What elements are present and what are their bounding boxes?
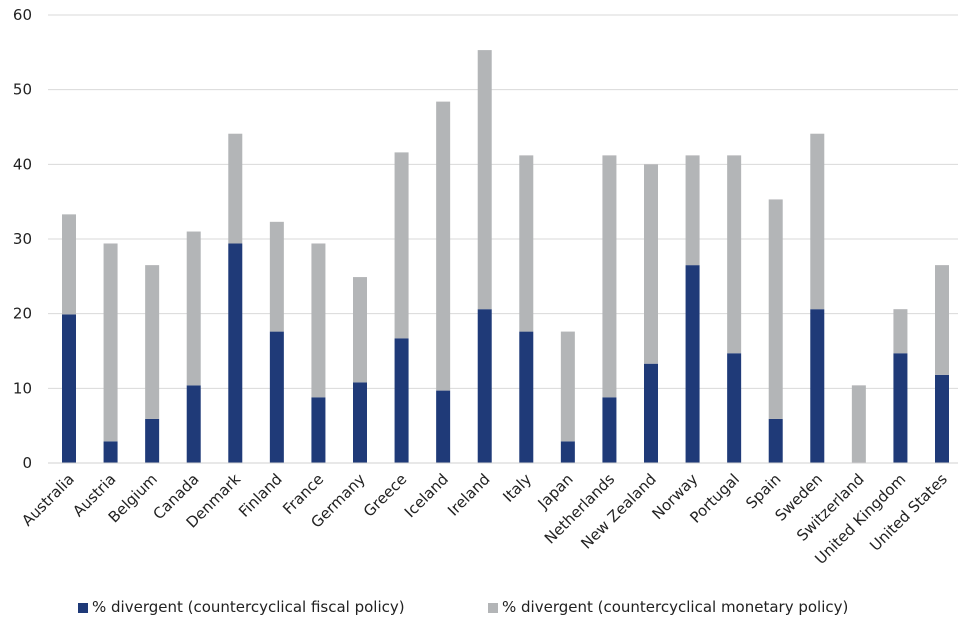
bar-monetary — [477, 50, 492, 310]
bar-fiscal — [62, 314, 76, 463]
bar-monetary — [186, 231, 201, 386]
bar-monetary — [893, 309, 908, 354]
bar-fiscal — [519, 331, 534, 463]
bar-fiscal — [810, 309, 825, 463]
y-axis-ticks: 0 10 20 30 40 50 60 — [13, 6, 32, 472]
legend-swatch-monetary — [488, 603, 498, 613]
bar-fiscal — [228, 243, 243, 463]
bar-monetary — [62, 214, 76, 315]
y-tick-label: 20 — [13, 305, 32, 323]
bar-monetary — [644, 164, 658, 364]
x-tick-label: Australia — [18, 470, 78, 530]
x-tick-label: Ireland — [444, 470, 493, 519]
bar-monetary — [519, 155, 534, 332]
bar-monetary — [685, 155, 700, 266]
y-tick-label: 0 — [22, 454, 32, 472]
bar-fiscal — [311, 397, 326, 463]
legend-label-monetary: % divergent (countercyclical monetary po… — [502, 598, 848, 616]
x-axis-ticks: AustraliaAustriaBelgiumCanadaDenmarkFinl… — [18, 470, 951, 568]
legend-swatch-fiscal — [78, 603, 88, 613]
bar-fiscal — [269, 331, 284, 463]
bar-fiscal — [727, 353, 742, 463]
y-tick-label: 10 — [13, 379, 32, 397]
bar-fiscal — [186, 385, 201, 463]
bar-fiscal — [602, 397, 617, 463]
bar-monetary — [935, 265, 949, 375]
bar-fiscal — [394, 338, 409, 463]
bar-monetary — [851, 385, 866, 463]
legend: % divergent (countercyclical fiscal poli… — [78, 598, 848, 616]
y-tick-label: 30 — [13, 230, 32, 248]
bar-monetary — [269, 221, 284, 332]
bar-fiscal — [644, 363, 658, 463]
bar-fiscal — [477, 309, 492, 463]
bar-monetary — [311, 243, 326, 398]
bar-fiscal — [560, 441, 575, 463]
bar-monetary — [810, 133, 825, 310]
bar-fiscal — [103, 441, 118, 463]
bar-fiscal — [935, 374, 949, 463]
legend-item-fiscal: % divergent (countercyclical fiscal poli… — [78, 598, 405, 616]
bar-monetary — [145, 265, 160, 419]
bar-fiscal — [685, 265, 700, 463]
bar-fiscal — [768, 418, 783, 463]
bar-fiscal — [353, 382, 367, 463]
y-tick-label: 40 — [13, 155, 32, 173]
legend-item-monetary: % divergent (countercyclical monetary po… — [488, 598, 848, 616]
bar-monetary — [353, 277, 367, 383]
x-tick-label: Finland — [235, 470, 286, 521]
y-tick-label: 60 — [13, 6, 32, 24]
bar-monetary — [436, 101, 451, 391]
y-tick-label: 50 — [13, 81, 32, 99]
x-tick-label: Italy — [499, 470, 535, 506]
bar-monetary — [602, 155, 617, 398]
bar-fiscal — [436, 390, 451, 463]
bar-monetary — [228, 133, 243, 244]
bar-fiscal — [145, 418, 160, 463]
bar-monetary — [727, 155, 742, 354]
bar-fiscal — [893, 353, 908, 463]
legend-label-fiscal: % divergent (countercyclical fiscal poli… — [92, 598, 405, 616]
x-tick-label: Iceland — [401, 470, 452, 521]
bars — [62, 50, 949, 463]
bar-monetary — [394, 152, 409, 339]
bar-monetary — [103, 243, 118, 442]
bar-monetary — [560, 331, 575, 442]
x-tick-label: Greece — [360, 470, 410, 520]
bar-monetary — [768, 199, 783, 419]
